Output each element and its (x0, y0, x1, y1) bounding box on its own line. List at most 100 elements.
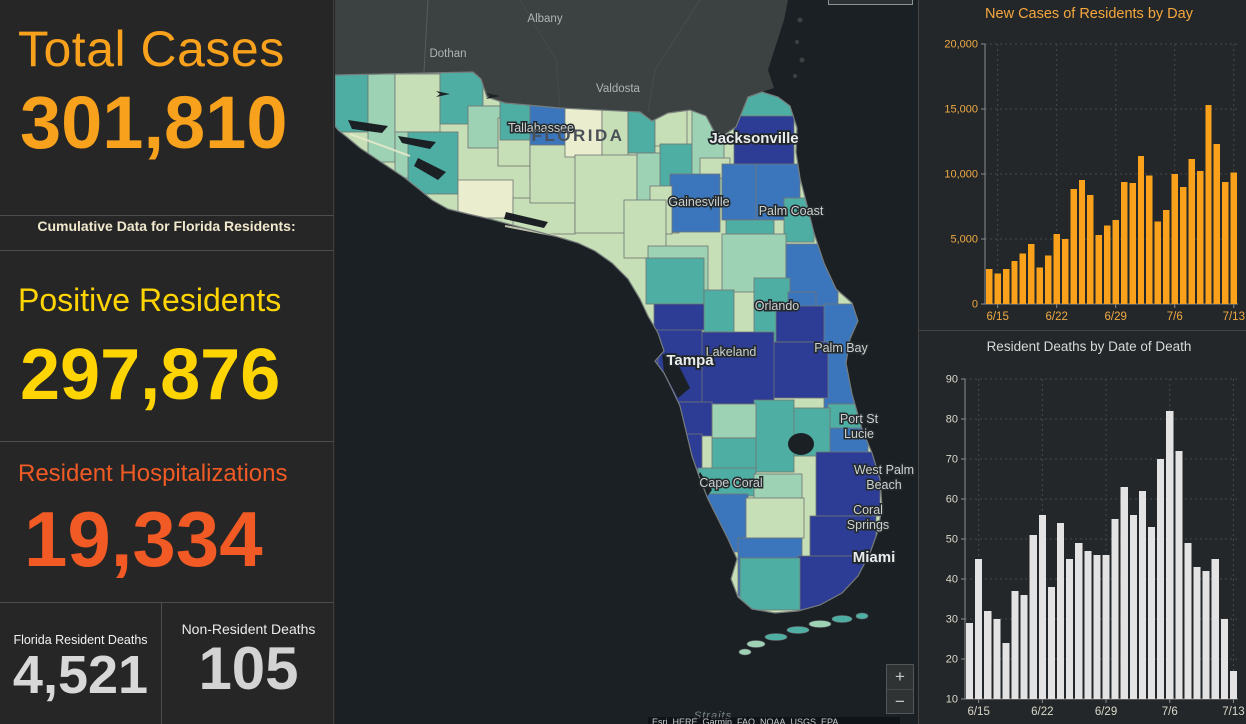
bay (414, 158, 446, 180)
county[interactable] (753, 399, 795, 473)
bar[interactable] (1102, 555, 1110, 699)
bar[interactable] (1011, 591, 1019, 699)
bar[interactable] (1202, 571, 1210, 699)
bar[interactable] (1002, 643, 1010, 699)
barrier-island (349, 133, 411, 157)
bar[interactable] (1047, 587, 1055, 699)
county[interactable] (815, 451, 881, 517)
map-widget-cropped[interactable] (828, 0, 913, 5)
county[interactable] (755, 163, 801, 221)
bar[interactable] (1196, 170, 1204, 304)
county[interactable] (745, 497, 805, 539)
county[interactable] (711, 403, 757, 439)
county[interactable] (645, 257, 705, 305)
bar[interactable] (1070, 188, 1077, 304)
zoom-out-button[interactable]: − (895, 692, 905, 711)
bar[interactable] (1175, 451, 1183, 699)
county[interactable] (771, 341, 829, 399)
bar[interactable] (1129, 515, 1137, 699)
zoom-in-button[interactable]: + (895, 667, 905, 686)
county[interactable] (711, 437, 757, 471)
bar[interactable] (1213, 144, 1221, 304)
bar[interactable] (1171, 174, 1178, 304)
county[interactable] (721, 163, 757, 221)
bar[interactable] (1111, 519, 1119, 699)
bar[interactable] (1020, 595, 1028, 699)
county[interactable] (699, 331, 775, 405)
bar[interactable] (1166, 411, 1174, 699)
bar[interactable] (1148, 527, 1156, 699)
bar[interactable] (1038, 515, 1046, 699)
bar[interactable] (1112, 220, 1119, 304)
map-label-port-st: Port St (840, 412, 879, 426)
nonresident-deaths-label: Non-Resident Deaths (181, 621, 316, 637)
county[interactable] (653, 301, 713, 331)
bar[interactable] (1163, 209, 1170, 304)
bar[interactable] (975, 559, 983, 699)
bar[interactable] (1184, 543, 1192, 699)
x-tick-label: 6/29 (1095, 706, 1117, 718)
divider (0, 215, 333, 216)
bar[interactable] (1211, 559, 1219, 699)
bar[interactable] (1078, 179, 1086, 304)
bar[interactable] (1179, 187, 1187, 304)
bar[interactable] (1087, 194, 1094, 304)
bar[interactable] (1093, 555, 1101, 699)
bar[interactable] (1011, 261, 1018, 304)
y-tick-label: 20,000 (944, 39, 978, 51)
positive-residents-value: 297,876 (20, 335, 281, 415)
bar[interactable] (1229, 671, 1237, 699)
bar[interactable] (1066, 559, 1074, 699)
bar[interactable] (966, 623, 974, 699)
county[interactable] (733, 115, 795, 167)
x-tick-label: 6/15 (967, 706, 989, 718)
bar[interactable] (1095, 235, 1103, 304)
charts-panel: 0 5,000 10,000 15,000 20,000 6/15 6/22 6/29 7/6 7… (918, 0, 1246, 724)
county[interactable] (703, 289, 735, 333)
county[interactable] (394, 73, 441, 133)
bar[interactable] (1028, 244, 1035, 304)
bar[interactable] (1057, 523, 1065, 699)
y-tick-label: 10,000 (944, 169, 978, 181)
bar[interactable] (1205, 105, 1212, 304)
bar[interactable] (1053, 233, 1060, 304)
map-label-cape-coral: Cape Coral (699, 476, 762, 490)
bar[interactable] (1002, 268, 1010, 304)
bar[interactable] (1129, 183, 1136, 304)
map-label-miami: Miami (853, 549, 896, 566)
county[interactable] (457, 179, 514, 219)
y-tick-label: 70 (946, 454, 958, 466)
county[interactable] (739, 557, 801, 611)
bar[interactable] (1137, 155, 1145, 304)
bar[interactable] (1222, 181, 1229, 304)
bar[interactable] (1120, 487, 1128, 699)
map-label-coral: Coral (853, 503, 883, 517)
bar[interactable] (1120, 181, 1128, 304)
bar[interactable] (986, 268, 993, 304)
bar[interactable] (1029, 535, 1037, 699)
florida-resident-deaths-value: 4,521 (12, 645, 149, 705)
bar[interactable] (1157, 459, 1165, 699)
bar[interactable] (1019, 253, 1027, 304)
bay (504, 212, 548, 228)
bar[interactable] (1084, 551, 1092, 699)
bar[interactable] (1138, 491, 1146, 699)
bar[interactable] (993, 619, 1001, 699)
bar[interactable] (1036, 267, 1044, 304)
bar[interactable] (984, 611, 992, 699)
bar[interactable] (1075, 543, 1083, 699)
county[interactable] (669, 173, 721, 233)
bar[interactable] (1146, 175, 1153, 304)
bar[interactable] (1193, 567, 1201, 699)
bar[interactable] (1220, 619, 1228, 699)
bar[interactable] (1154, 221, 1162, 304)
bar[interactable] (1045, 255, 1052, 304)
bar[interactable] (1230, 172, 1237, 304)
bar[interactable] (994, 273, 1001, 304)
bar[interactable] (1188, 159, 1195, 304)
bar[interactable] (1061, 239, 1069, 304)
bar[interactable] (1104, 225, 1111, 304)
florida-keys (738, 612, 869, 656)
map-canvas[interactable]: Albany Dothan Valdosta Tallahassee Jacksonvi… (335, 0, 918, 724)
